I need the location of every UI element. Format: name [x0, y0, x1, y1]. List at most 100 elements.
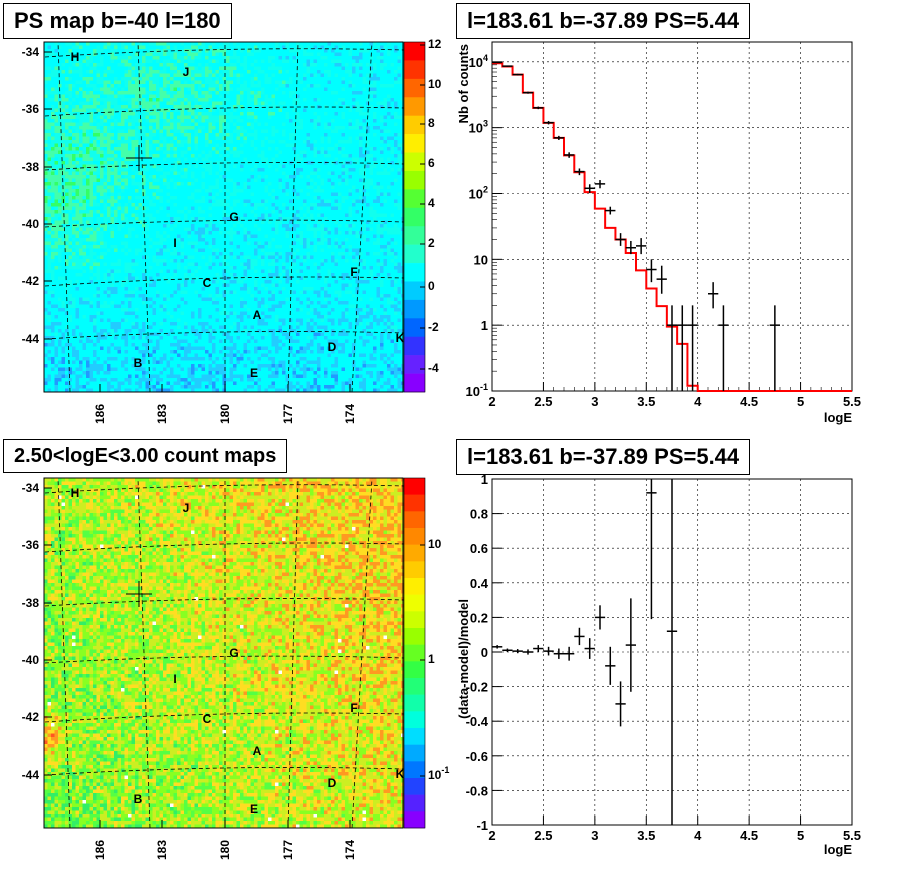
colorbar-swatch	[404, 494, 425, 512]
colorbar-tick-label: 0	[428, 279, 435, 293]
source-label: I	[173, 672, 176, 686]
colorbar-swatch	[404, 744, 425, 762]
longitude-line	[351, 477, 373, 829]
source-label: A	[253, 308, 262, 322]
colorbar-swatch	[404, 811, 425, 829]
colorbar-tick-label: -4	[428, 361, 439, 375]
latitude-line	[44, 712, 405, 723]
colorbar-swatch	[404, 711, 425, 729]
x-tick-label: 186	[93, 404, 107, 424]
colorbar-swatch	[404, 97, 425, 116]
latitude-line	[44, 219, 405, 228]
data-point	[543, 646, 554, 656]
y-tick-label: -0.2	[466, 680, 488, 695]
data-point	[512, 73, 523, 76]
colorbar-swatch	[404, 78, 425, 98]
x-tick-label: 3	[591, 828, 598, 843]
colorbar-tick-label: 10-1	[428, 765, 449, 782]
colorbar-frame	[403, 41, 426, 393]
count-map-plot: H J G I F C A D K B E -34 -36 -38 -40 -42 -44 186 183 180 17…	[22, 477, 449, 860]
longitude-line	[57, 477, 71, 829]
y-axis-label: Nb of counts	[456, 44, 471, 123]
colorbar-swatch	[404, 611, 425, 629]
x-tick-label: 2.5	[534, 394, 552, 409]
source-label: C	[203, 276, 212, 290]
y-tick-label: -34	[22, 45, 40, 59]
latitude-line	[44, 655, 405, 664]
colorbar-swatch	[404, 170, 425, 190]
x-tick-label: 174	[343, 840, 357, 860]
source-label: K	[396, 767, 405, 781]
y-tick-label: 102	[469, 184, 488, 201]
longitude-line	[137, 41, 151, 393]
colorbar-tick-label: 2	[428, 236, 435, 250]
y-tick-label: 103	[469, 119, 488, 136]
y-tick-label: -42	[22, 274, 40, 288]
heatmap-cells	[44, 478, 405, 829]
data-point	[553, 648, 564, 659]
x-tick-label: 2	[488, 394, 495, 409]
colorbar-frame	[403, 477, 426, 829]
source-label: E	[250, 802, 258, 816]
data-point	[492, 645, 503, 649]
data-point	[564, 646, 575, 661]
y-tick-label: 10	[474, 252, 488, 267]
data-point	[502, 648, 513, 652]
data-point	[666, 479, 678, 825]
y-tick-label: 0.2	[470, 610, 488, 625]
source-label: C	[203, 712, 212, 726]
y-tick-label: 1	[481, 318, 488, 333]
colorbar-swatch	[404, 299, 425, 319]
source-label: J	[183, 65, 190, 79]
x-tick-label: 4.5	[740, 828, 758, 843]
x-tick-label: 5.5	[843, 828, 861, 843]
x-tick-label: 180	[218, 840, 232, 860]
colorbar-swatch	[404, 778, 425, 795]
map-frame	[43, 41, 404, 393]
latitude-line	[44, 542, 405, 553]
data-point	[708, 282, 719, 309]
colorbar-tick-label: -2	[428, 320, 439, 334]
data-point	[636, 238, 647, 255]
source-label: H	[71, 50, 80, 64]
data-point	[574, 627, 585, 646]
x-tick-label: 4	[694, 394, 702, 409]
x-tick-label: 3	[591, 394, 598, 409]
source-label: K	[396, 331, 405, 345]
data-point	[502, 65, 513, 67]
y-tick-label: 0.4	[470, 576, 489, 591]
data-point	[615, 681, 626, 727]
colorbar-swatch	[404, 244, 425, 264]
data-point	[584, 184, 595, 193]
y-tick-label: -1	[476, 818, 488, 833]
heatmap-cells	[44, 42, 405, 393]
data-point	[574, 168, 585, 176]
residual-panel: 2 2.5 3 3.5 4 4.5 5 5.5 1 0.8 0.6 0.4 0.2 0 -0.2 -0.4 -0…	[450, 436, 898, 871]
colorbar-tick-label: 10	[428, 537, 442, 551]
count-map-panel: H J G I F C A D K B E -34 -36 -38 -40 -42 -44 186 183 180 17…	[0, 436, 450, 871]
spectrum-title: l=183.61 b=-37.89 PS=5.44	[456, 3, 751, 39]
colorbar-swatch	[404, 226, 425, 245]
colorbar-swatch	[404, 189, 425, 209]
longitude-line	[287, 477, 299, 829]
source-label: F	[350, 701, 357, 715]
latitude-line	[44, 48, 405, 58]
x-tick-label: 5	[797, 828, 804, 843]
source-label: H	[71, 486, 80, 500]
longitude-line	[137, 477, 151, 829]
x-tick-label: 183	[155, 840, 169, 860]
x-tick-label: 177	[281, 404, 295, 424]
data-point	[594, 605, 606, 630]
y-tick-label: 0.6	[470, 541, 488, 556]
x-axis-label: logE	[824, 842, 852, 857]
y-tick-label: -36	[22, 538, 40, 552]
x-tick-label: 2.5	[534, 828, 552, 843]
data-point	[646, 259, 657, 283]
x-tick-label: 4.5	[740, 394, 758, 409]
source-label: G	[229, 210, 238, 224]
y-tick-label: 1	[481, 472, 488, 487]
source-label: B	[134, 792, 143, 806]
y-tick-label: 0	[481, 645, 488, 660]
data-point	[687, 305, 698, 391]
colorbar-swatch	[404, 134, 425, 153]
